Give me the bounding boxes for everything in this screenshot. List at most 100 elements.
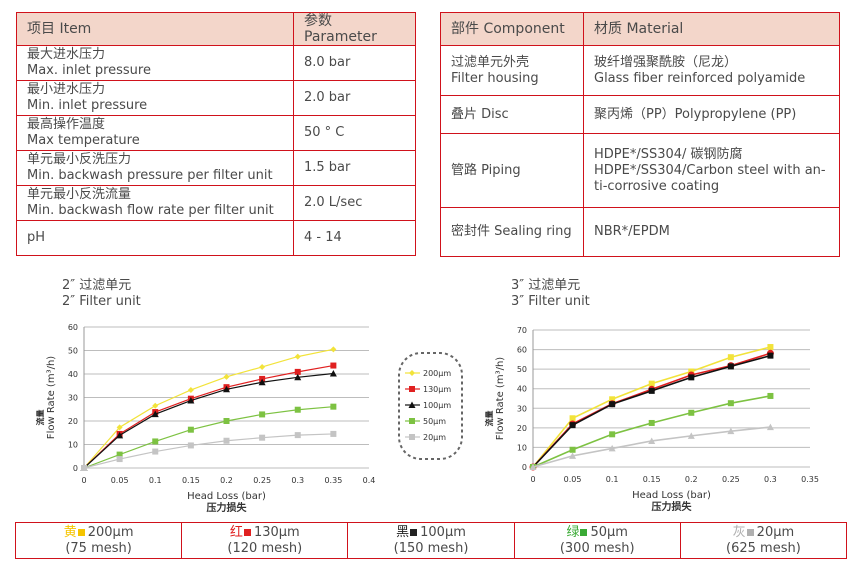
materials-table: 部件 Component 材质 Material 过滤单元外壳 Filter hou…	[440, 12, 840, 257]
x-tick-label: 0.15	[643, 475, 661, 484]
data-point	[187, 426, 194, 433]
x-axis-label: Head Loss (bar)	[632, 490, 711, 501]
data-point	[152, 448, 159, 455]
data-point	[727, 400, 734, 407]
data-point	[259, 434, 266, 441]
series-line	[83, 348, 334, 469]
data-point	[569, 415, 576, 422]
x-tick-label: 0.35	[801, 475, 819, 484]
swatch-icon	[410, 529, 418, 536]
data-point	[687, 432, 695, 439]
chart1-title: 2″ 过滤单元 2″ Filter unit	[62, 278, 141, 310]
key-size: 20μm	[756, 525, 795, 540]
key-mesh: (150 mesh)	[393, 541, 469, 556]
key-mesh: (300 mesh)	[559, 541, 635, 556]
x-axis-label-cn: 压力损失	[652, 500, 693, 513]
key-color-name: 黄	[63, 525, 77, 540]
chart1-title-en: 2″ Filter unit	[62, 294, 141, 309]
x-tick-label: 0.3	[291, 476, 304, 485]
key-size: 200μm	[87, 525, 134, 540]
chart1-title-cn: 2″ 过滤单元	[62, 278, 132, 293]
x-axis-label: Head Loss (bar)	[187, 491, 266, 502]
legend-marker	[409, 370, 415, 376]
key-size: 130μm	[253, 525, 300, 540]
x-tick-label: 0.25	[253, 476, 271, 485]
x-tick-label: 0	[81, 476, 86, 485]
item-value: 1.5 bar	[293, 150, 416, 186]
x-tick-label: 0.05	[564, 475, 582, 484]
data-point	[727, 354, 734, 361]
legend-marker	[409, 418, 415, 424]
data-point	[330, 346, 337, 353]
legend-label: 100μm	[423, 401, 451, 410]
table-row: 密封件 Sealing ring NBR*/EPDM	[440, 207, 840, 257]
x-tick-label: 0	[530, 475, 535, 484]
data-point	[330, 430, 337, 437]
table-row: 最大进水压力 Max. inlet pressure 8.0 bar	[16, 45, 416, 81]
item-value: 4 - 14	[293, 220, 416, 256]
item-cn: pH	[16, 220, 294, 256]
series-line	[532, 352, 771, 468]
data-point	[330, 362, 337, 369]
data-point	[187, 397, 195, 404]
data-point	[187, 386, 194, 393]
item-value: 50 ° C	[293, 115, 416, 151]
key-130: 红 130μm (120 mesh)	[182, 523, 349, 558]
material-en: Glass fiber reinforced polyamide	[594, 70, 806, 86]
item-value: 2.0 bar	[293, 80, 416, 116]
color-key-bar: 黄 200μm (75 mesh) 红 130μm (120 mesh) 黑 100μm(…	[15, 522, 847, 559]
key-100: 黑 100μm (150 mesh)	[348, 523, 515, 558]
y-tick-label: 30	[517, 404, 527, 413]
data-point	[330, 403, 337, 410]
x-axis-label-cn: 压力损失	[207, 501, 248, 514]
item-cn: 单元最小反洗压力	[27, 152, 132, 167]
swatch-icon	[243, 529, 251, 536]
data-point	[727, 363, 734, 370]
data-point	[259, 411, 266, 418]
y-axis-label: Flow Rate (m³/h)	[46, 356, 57, 439]
legend-label: 50μm	[423, 417, 446, 426]
item-cn: 最高操作温度	[27, 117, 106, 132]
key-mesh: (120 mesh)	[227, 541, 303, 556]
data-point	[294, 432, 301, 439]
data-point	[767, 392, 774, 399]
data-point	[329, 370, 337, 377]
legend-border	[398, 352, 463, 460]
x-tick-label: 0.4	[363, 476, 376, 485]
key-color-name: 灰	[732, 525, 746, 540]
legend-label: 200μm	[423, 369, 451, 378]
key-size: 100μm	[420, 525, 466, 540]
data-point	[116, 456, 123, 463]
legend-label: 20μm	[423, 433, 446, 442]
data-point	[294, 373, 302, 381]
y-tick-label: 70	[517, 326, 527, 335]
table-row: 单元最小反洗压力 Min. backwash pressure per filte…	[16, 150, 416, 186]
series-line	[83, 372, 334, 469]
data-point	[151, 410, 159, 418]
data-point	[152, 402, 159, 409]
item-cn: 最小进水压力	[27, 82, 106, 97]
y-tick-label: 0	[522, 463, 527, 472]
y-tick-label: 40	[68, 370, 78, 379]
data-point	[259, 363, 266, 370]
data-point	[688, 368, 695, 375]
x-tick-label: 0.05	[111, 476, 129, 485]
header-material: 材质 Material	[583, 12, 840, 46]
y-tick-label: 20	[68, 417, 78, 426]
data-point	[569, 452, 577, 459]
component-en: Filter housing	[451, 70, 539, 86]
data-point	[608, 444, 616, 452]
header-component: 部件 Component	[440, 12, 584, 46]
y-tick-label: 60	[68, 323, 78, 332]
component-cn: 过滤单元外壳	[451, 54, 530, 70]
item-cn: 单元最小反洗流量	[27, 187, 132, 202]
item-value: 8.0 bar	[293, 45, 416, 81]
x-tick-label: 0.2	[220, 476, 233, 485]
x-tick-label: 0.25	[722, 475, 740, 484]
key-50: 绿 50μm (300 mesh)	[515, 523, 681, 558]
x-tick-label: 0.1	[149, 476, 162, 485]
data-point	[688, 409, 695, 416]
key-size: 50μm	[590, 525, 628, 540]
series-line	[83, 406, 334, 469]
series-line	[83, 433, 334, 469]
